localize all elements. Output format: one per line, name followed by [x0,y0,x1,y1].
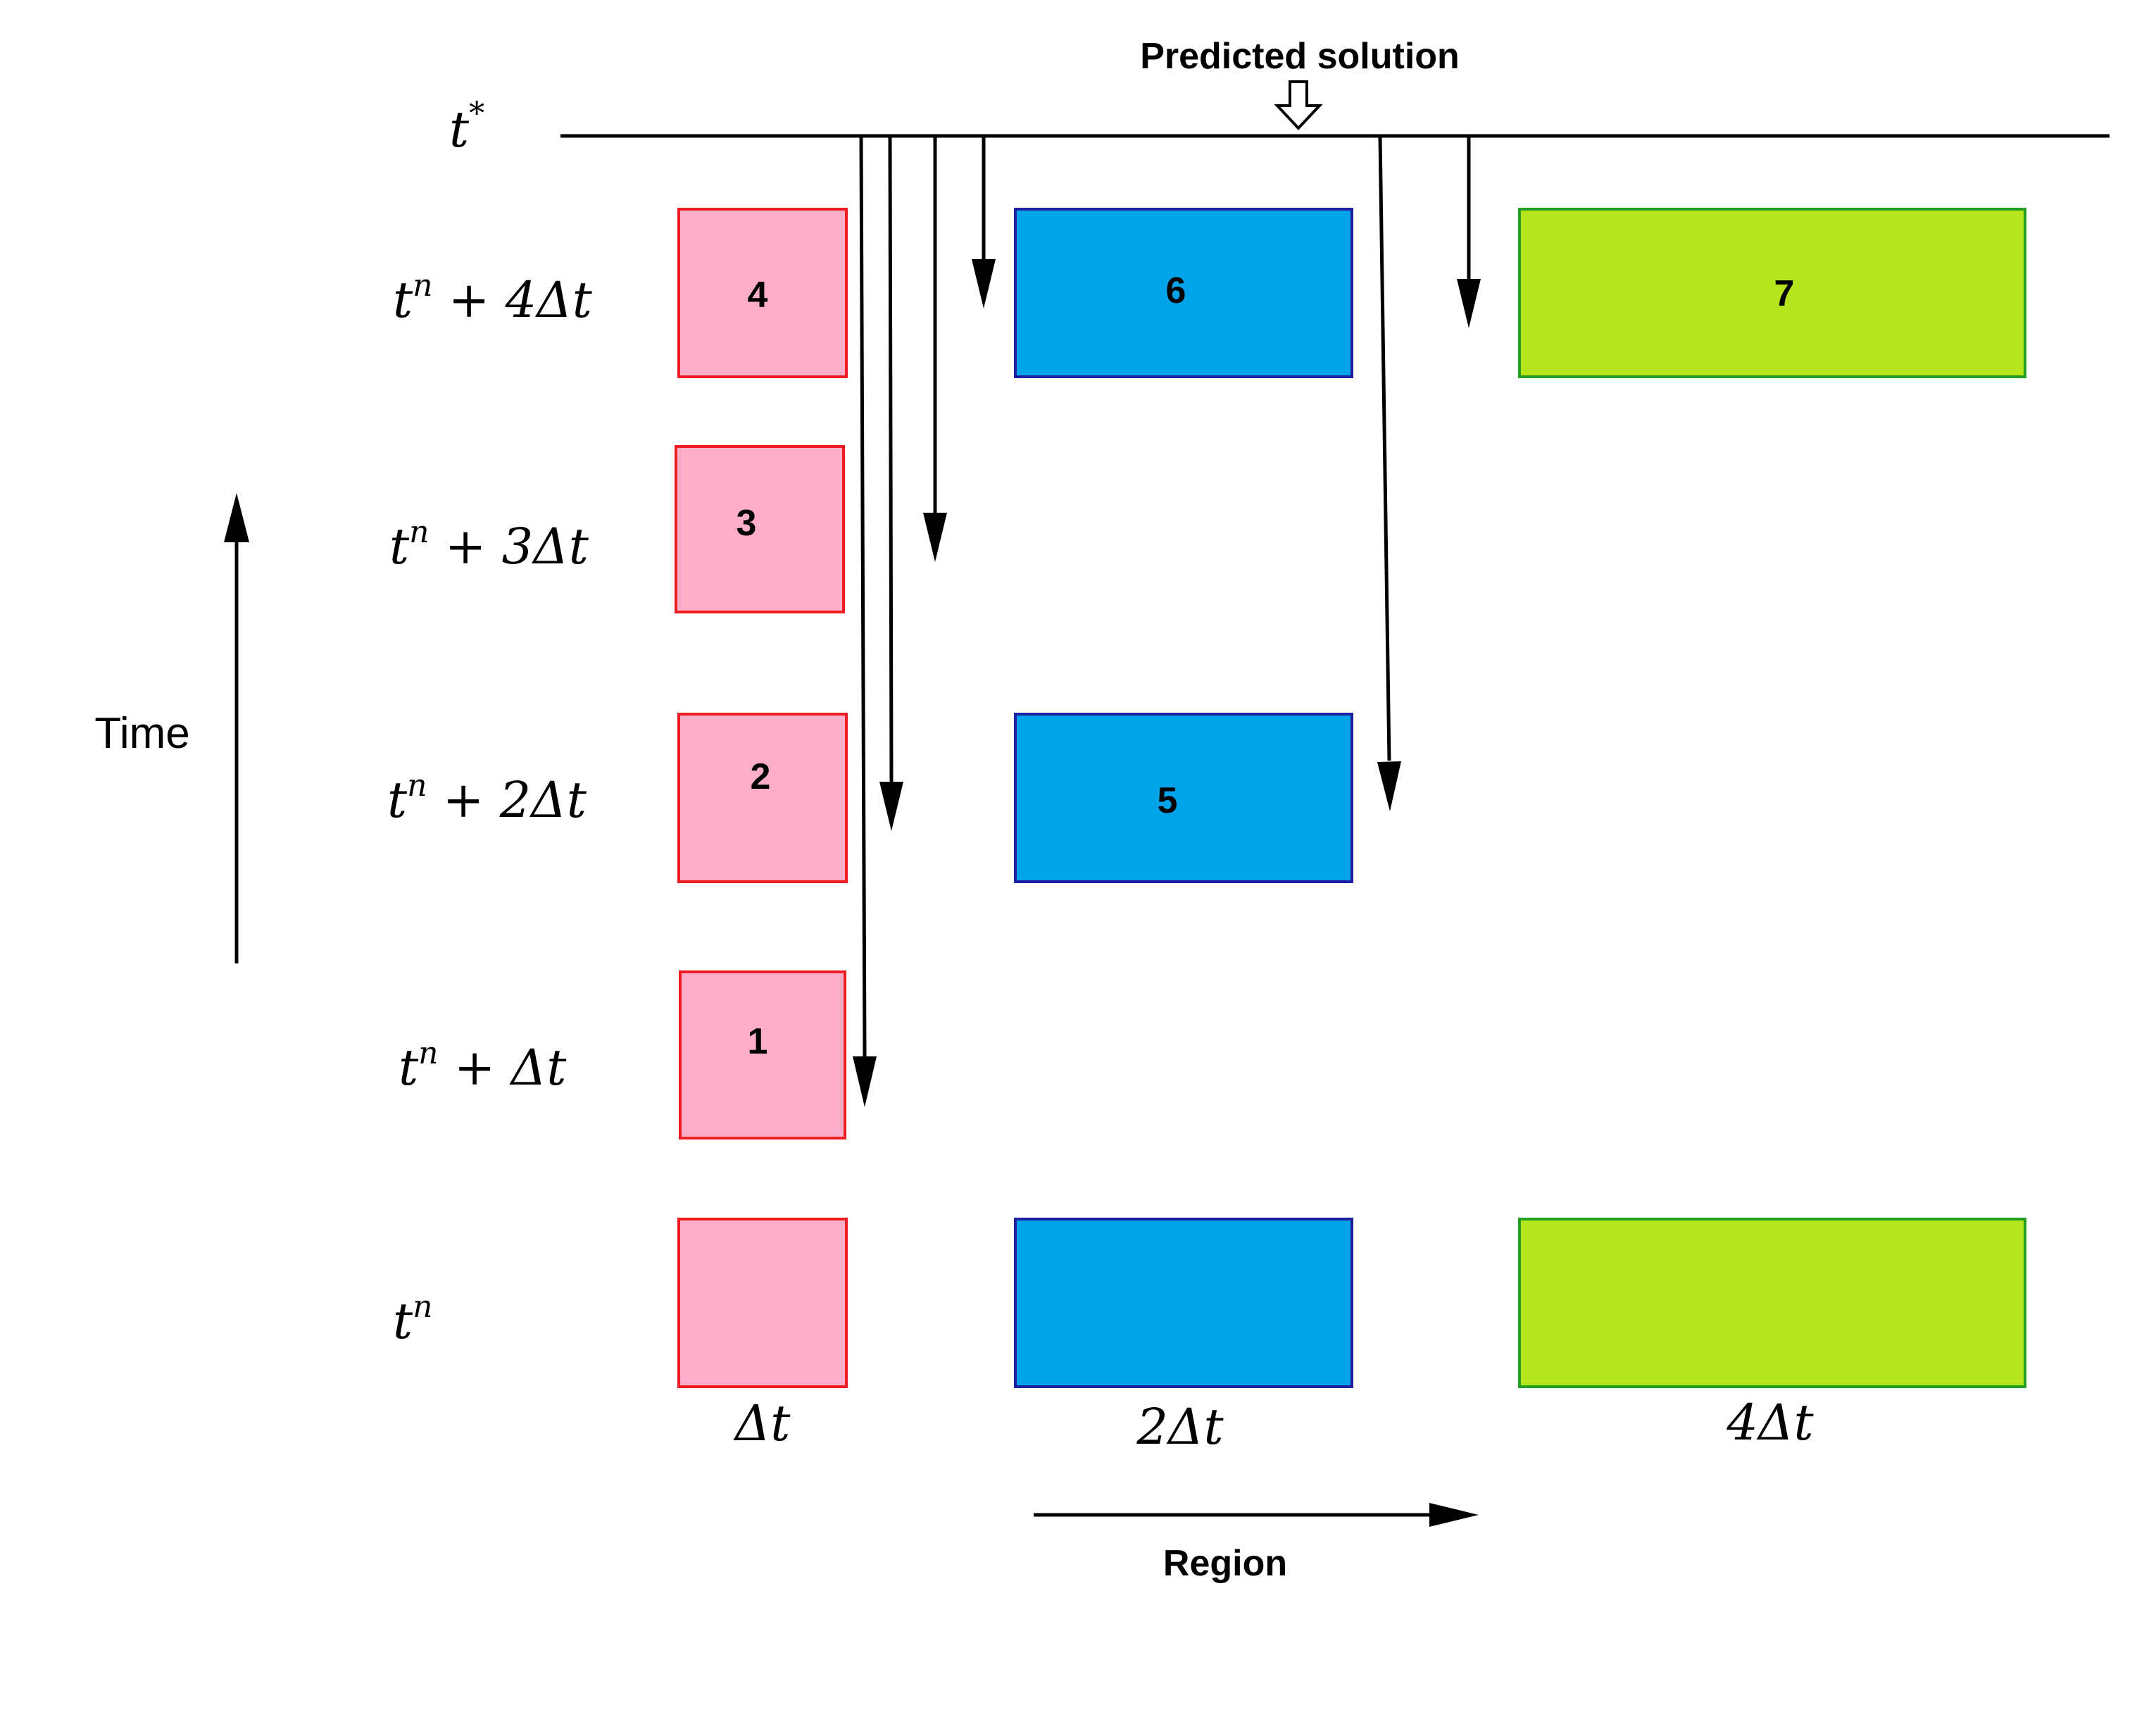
arrow-to-block-2-head-icon [879,782,903,831]
region-axis-label: Region [1163,1543,1287,1584]
block-label-7: 7 [1774,273,1795,314]
block-6 [1014,208,1353,378]
block-label-5: 5 [1158,780,1178,821]
arrow-to-block-2-line [888,135,894,782]
block-label-6: 6 [1166,270,1186,311]
level-label-t-star: t* [449,96,484,158]
block-blue-base [1014,1218,1353,1388]
step-label-green: 4Δt [1726,1394,1814,1451]
arrow-to-block-1-head-icon [853,1056,877,1107]
time-axis-label: Time [94,709,189,758]
block-4 [677,208,848,378]
level-label-tn-1: tn + Δt [399,1035,567,1097]
time-axis-arrow-icon [224,493,249,542]
level-label-tn-4: tn + 4Δt [393,268,593,329]
level-label-tn-3: tn + 3Δt [389,514,589,575]
arrow-to-block-1-line [859,135,867,1057]
step-label-blue: 2Δt [1136,1398,1224,1456]
block-label-3: 3 [737,503,757,544]
level-labels: t* tn + 4Δt tn + 3Δt tn + 2Δt tn + Δt tn [387,96,593,1350]
block-2 [677,713,848,883]
block-label-2: 2 [751,756,771,797]
blue-column: 6 5 [1014,208,1353,1388]
block-green-base [1518,1218,2026,1388]
block-1 [679,970,846,1139]
block-7 [1518,208,2026,378]
step-label-pink: Δt [733,1394,791,1452]
prediction-arrows [853,135,1481,1107]
step-labels: Δt 2Δt 4Δt [733,1394,1815,1456]
region-axis-arrow-icon [1429,1503,1479,1527]
pink-column: 4 3 2 1 [675,208,848,1388]
level-label-tn-2: tn + 2Δt [387,768,587,829]
green-column: 7 [1518,208,2026,1388]
block-label-4: 4 [748,275,768,316]
arrow-to-block-5-head-icon [1377,761,1401,811]
predicted-solution-arrow-icon [1274,80,1323,130]
arrow-to-block-7-head-icon [1457,279,1481,328]
level-label-tn: tn [393,1289,432,1350]
arrow-to-block-5-line [1378,135,1391,761]
block-label-1: 1 [748,1021,768,1062]
block-3 [675,445,845,613]
block-pink-base [677,1218,848,1388]
arrow-to-block-4-head-icon [972,259,996,308]
block-5 [1014,713,1353,883]
predicted-solution-title: Predicted solution [1140,36,1460,77]
arrow-to-block-3-head-icon [923,513,947,562]
